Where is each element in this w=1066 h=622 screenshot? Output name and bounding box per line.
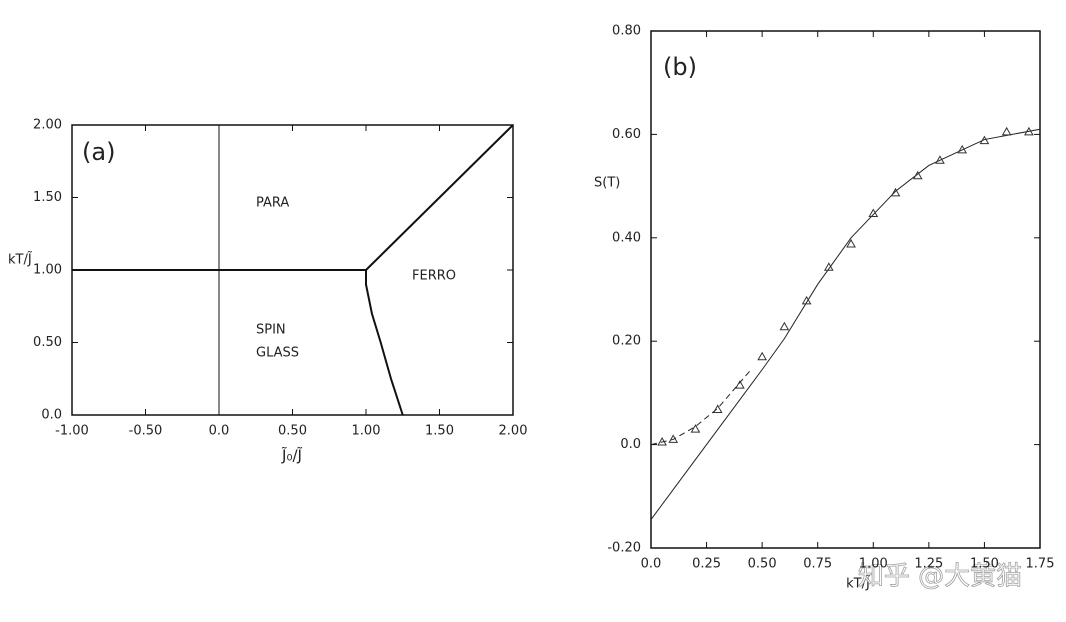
y-tick-label: 1.00 bbox=[33, 263, 62, 278]
panel-label: (a) bbox=[82, 138, 115, 166]
x-tick-label: -1.00 bbox=[55, 424, 89, 439]
data-point bbox=[735, 380, 745, 389]
line bbox=[365, 270, 404, 416]
y-tick-label: 1.50 bbox=[33, 190, 62, 205]
x-axis-label: kT/J̃ bbox=[846, 576, 870, 591]
y-tick-label: -0.20 bbox=[607, 541, 641, 556]
watermark: 知乎 @大黄猫 bbox=[858, 562, 1022, 592]
y-tick-label: 2.00 bbox=[33, 118, 62, 133]
x-tick-label: 1.50 bbox=[970, 557, 999, 572]
line bbox=[650, 128, 1041, 520]
data-point bbox=[1024, 126, 1034, 136]
data-point bbox=[1001, 126, 1012, 136]
x-tick-label: 0.25 bbox=[692, 557, 721, 572]
data-point bbox=[979, 135, 990, 145]
x-tick-label: -0.50 bbox=[129, 424, 163, 439]
x-tick-label: 1.00 bbox=[352, 424, 381, 439]
data-point bbox=[868, 208, 879, 218]
x-tick-label: 2.00 bbox=[499, 424, 528, 439]
data-point bbox=[846, 238, 856, 248]
x-tick-label: 0.0 bbox=[641, 557, 662, 572]
x-tick-label: 0.50 bbox=[278, 424, 307, 439]
y-tick-label: 0.0 bbox=[620, 437, 641, 452]
y-tick-label: 0.0 bbox=[41, 408, 62, 423]
data-point bbox=[668, 434, 679, 443]
region-label: SPIN bbox=[256, 323, 286, 338]
x-tick-label: 1.25 bbox=[914, 557, 943, 572]
y-tick-label: 0.40 bbox=[612, 230, 641, 245]
y-tick-label: 0.80 bbox=[612, 24, 641, 39]
x-tick-label: 0.0 bbox=[209, 424, 230, 439]
x-tick-label: 1.00 bbox=[859, 557, 888, 572]
region-label: GLASS bbox=[256, 346, 299, 361]
plot-frame bbox=[650, 30, 1041, 549]
line bbox=[650, 369, 752, 446]
line bbox=[365, 124, 514, 271]
region-label: FERRO bbox=[412, 269, 456, 284]
y-tick-label: 0.20 bbox=[612, 334, 641, 349]
data-point bbox=[712, 404, 723, 413]
x-tick-label: 0.75 bbox=[803, 557, 832, 572]
region-label: PARA bbox=[256, 196, 289, 211]
data-point bbox=[935, 155, 945, 164]
y-tick-label: 0.60 bbox=[612, 127, 641, 142]
panel-label: (b) bbox=[663, 53, 697, 81]
y-axis-label: kT/J̃ bbox=[8, 252, 32, 267]
data-point bbox=[801, 295, 812, 305]
data-point bbox=[757, 351, 768, 361]
data-point bbox=[690, 424, 701, 433]
data-point bbox=[957, 144, 968, 154]
x-tick-label: 1.50 bbox=[425, 424, 454, 439]
data-point bbox=[912, 170, 923, 180]
y-axis-label: S(T) bbox=[594, 176, 620, 191]
data-point bbox=[657, 437, 667, 446]
data-point bbox=[890, 187, 901, 197]
x-tick-label: 0.50 bbox=[748, 557, 777, 572]
y-tick-label: 0.50 bbox=[33, 335, 62, 350]
x-tick-label: 1.75 bbox=[1026, 557, 1055, 572]
x-axis-label: J̃₀/J̃ bbox=[281, 446, 302, 465]
data-point bbox=[823, 262, 834, 271]
data-point bbox=[779, 321, 790, 331]
